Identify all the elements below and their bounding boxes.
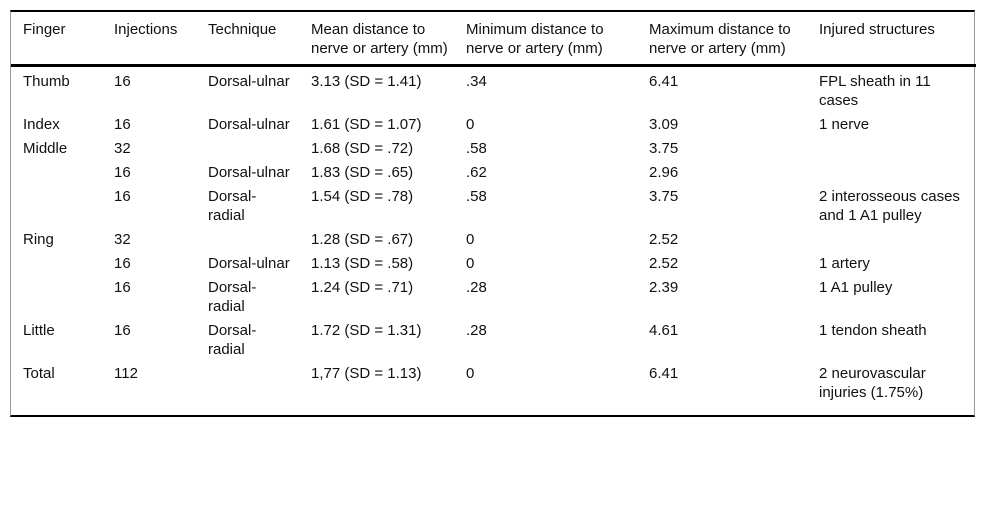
table-cell: 16 — [114, 188, 131, 205]
table-cell: 6.41 — [649, 365, 679, 382]
table-cell: .58 — [466, 140, 487, 157]
table-row: Ring 32 1.28 (SD = .67) 0 2.52 — [11, 227, 976, 251]
table-cell: 0 — [466, 365, 475, 382]
table-cell: 1.28 (SD = .67) — [311, 231, 414, 248]
table-cell: .58 — [466, 188, 487, 205]
table-cell: 2 neurovascular injuries (1.75%) — [819, 365, 926, 401]
col-header-injections: Injections — [102, 12, 196, 67]
table-row: 16 Dorsal-radial 1.24 (SD = .71) .28 2.39 1 A… — [11, 275, 976, 318]
table-cell: 1,77 (SD = 1.13) — [311, 365, 422, 382]
table-cell: Dorsal-ulnar — [208, 255, 290, 272]
table-cell: 1 artery — [819, 255, 870, 272]
table-cell: Dorsal-radial — [208, 188, 257, 224]
table-cell: Dorsal-radial — [208, 322, 257, 358]
table-cell: 112 — [114, 365, 138, 382]
table-body: Thumb 16 Dorsal-ulnar 3.13 (SD = 1.41) .34 6.… — [11, 66, 976, 405]
table-cell: 32 — [114, 140, 131, 157]
table-cell: Thumb — [23, 73, 70, 90]
table-cell: 1 A1 pulley — [819, 279, 893, 296]
table-cell: FPL sheath in 11 cases — [819, 73, 931, 109]
table-cell: 16 — [114, 279, 131, 296]
table-cell — [807, 227, 976, 251]
table-cell: 6.41 — [649, 73, 679, 90]
table-cell: 3.75 — [649, 188, 679, 205]
table-row: Total 112 1,77 (SD = 1.13) 0 6.41 2 neurovasc… — [11, 361, 976, 404]
injection-distance-table: Finger Injections Technique Mean distanc… — [11, 12, 976, 404]
table-cell: 3.75 — [649, 140, 679, 157]
table-cell: 1 tendon sheath — [819, 322, 927, 339]
table-cell: 2.52 — [649, 231, 679, 248]
table-cell: 16 — [114, 322, 131, 339]
table-cell: 16 — [114, 255, 131, 272]
table-cell: 4.61 — [649, 322, 679, 339]
table-cell — [11, 160, 102, 184]
col-header-minimum-distance: Minimum distance to nerve or artery (mm) — [454, 12, 637, 67]
table-cell: Dorsal-ulnar — [208, 73, 290, 90]
table-cell: 32 — [114, 231, 131, 248]
table-cell: 1.24 (SD = .71) — [311, 279, 414, 296]
table-cell: 2 interosseous cases and 1 A1 pulley — [819, 188, 960, 224]
header-row: Finger Injections Technique Mean distanc… — [11, 12, 976, 67]
table-cell: 0 — [466, 116, 475, 133]
table-cell: Dorsal-ulnar — [208, 116, 290, 133]
table-row: 16 Dorsal-ulnar 1.13 (SD = .58) 0 2.52 1 arte… — [11, 251, 976, 275]
table-cell: Dorsal-radial — [208, 279, 257, 315]
table-cell: .28 — [466, 279, 487, 296]
table-cell — [196, 361, 299, 404]
table-cell: Little — [23, 322, 55, 339]
table-row: Little 16 Dorsal-radial 1.72 (SD = 1.31) .28… — [11, 318, 976, 361]
table-cell: 1.61 (SD = 1.07) — [311, 116, 422, 133]
table-cell: Total — [23, 365, 55, 382]
table-cell: Middle — [23, 140, 68, 157]
table-cell: Dorsal-ulnar — [208, 164, 290, 181]
col-header-mean-distance: Mean distance to nerve or artery (mm) — [299, 12, 454, 67]
table-cell: 1.13 (SD = .58) — [311, 255, 414, 272]
table-cell — [807, 136, 976, 160]
table-cell — [11, 251, 102, 275]
table-cell: 3.13 (SD = 1.41) — [311, 73, 422, 90]
table-cell: 3.09 — [649, 116, 679, 133]
col-header-technique: Technique — [196, 12, 299, 67]
table-cell: 2.96 — [649, 164, 679, 181]
results-table-container: Finger Injections Technique Mean distanc… — [10, 10, 976, 417]
table-row: 16 Dorsal-radial 1.54 (SD = .78) .58 3.75 2 i… — [11, 184, 976, 227]
table-cell — [196, 136, 299, 160]
table-cell: 0 — [466, 231, 475, 248]
table-cell: 0 — [466, 255, 475, 272]
table-cell: 16 — [114, 73, 131, 90]
col-header-maximum-distance: Maximum distance to nerve or artery (mm) — [637, 12, 807, 67]
table-cell: .62 — [466, 164, 487, 181]
table-cell: 16 — [114, 116, 131, 133]
table-cell — [196, 227, 299, 251]
col-header-injured-structures: Injured structures — [807, 12, 976, 67]
table-cell: 1 nerve — [819, 116, 870, 133]
table-row: Index 16 Dorsal-ulnar 1.61 (SD = 1.07) 0 3.09… — [11, 112, 976, 136]
table-cell: 1.68 (SD = .72) — [311, 140, 414, 157]
col-header-finger: Finger — [11, 12, 102, 67]
table-cell — [11, 184, 102, 227]
table-cell: 1.72 (SD = 1.31) — [311, 322, 422, 339]
table-cell: Ring — [23, 231, 54, 248]
table-row: Thumb 16 Dorsal-ulnar 3.13 (SD = 1.41) .34 6.… — [11, 66, 976, 113]
table-cell: 2.39 — [649, 279, 679, 296]
table-cell: 1.54 (SD = .78) — [311, 188, 414, 205]
table-cell: 16 — [114, 164, 131, 181]
table-header: Finger Injections Technique Mean distanc… — [11, 12, 976, 67]
table-cell — [807, 160, 976, 184]
table-cell: .34 — [466, 73, 487, 90]
table-row: Middle 32 1.68 (SD = .72) .58 3.75 — [11, 136, 976, 160]
table-cell: .28 — [466, 322, 487, 339]
table-cell — [11, 275, 102, 318]
table-cell: 1.83 (SD = .65) — [311, 164, 414, 181]
table-cell: 2.52 — [649, 255, 679, 272]
table-cell: Index — [23, 116, 60, 133]
table-row: 16 Dorsal-ulnar 1.83 (SD = .65) .62 2.96 — [11, 160, 976, 184]
